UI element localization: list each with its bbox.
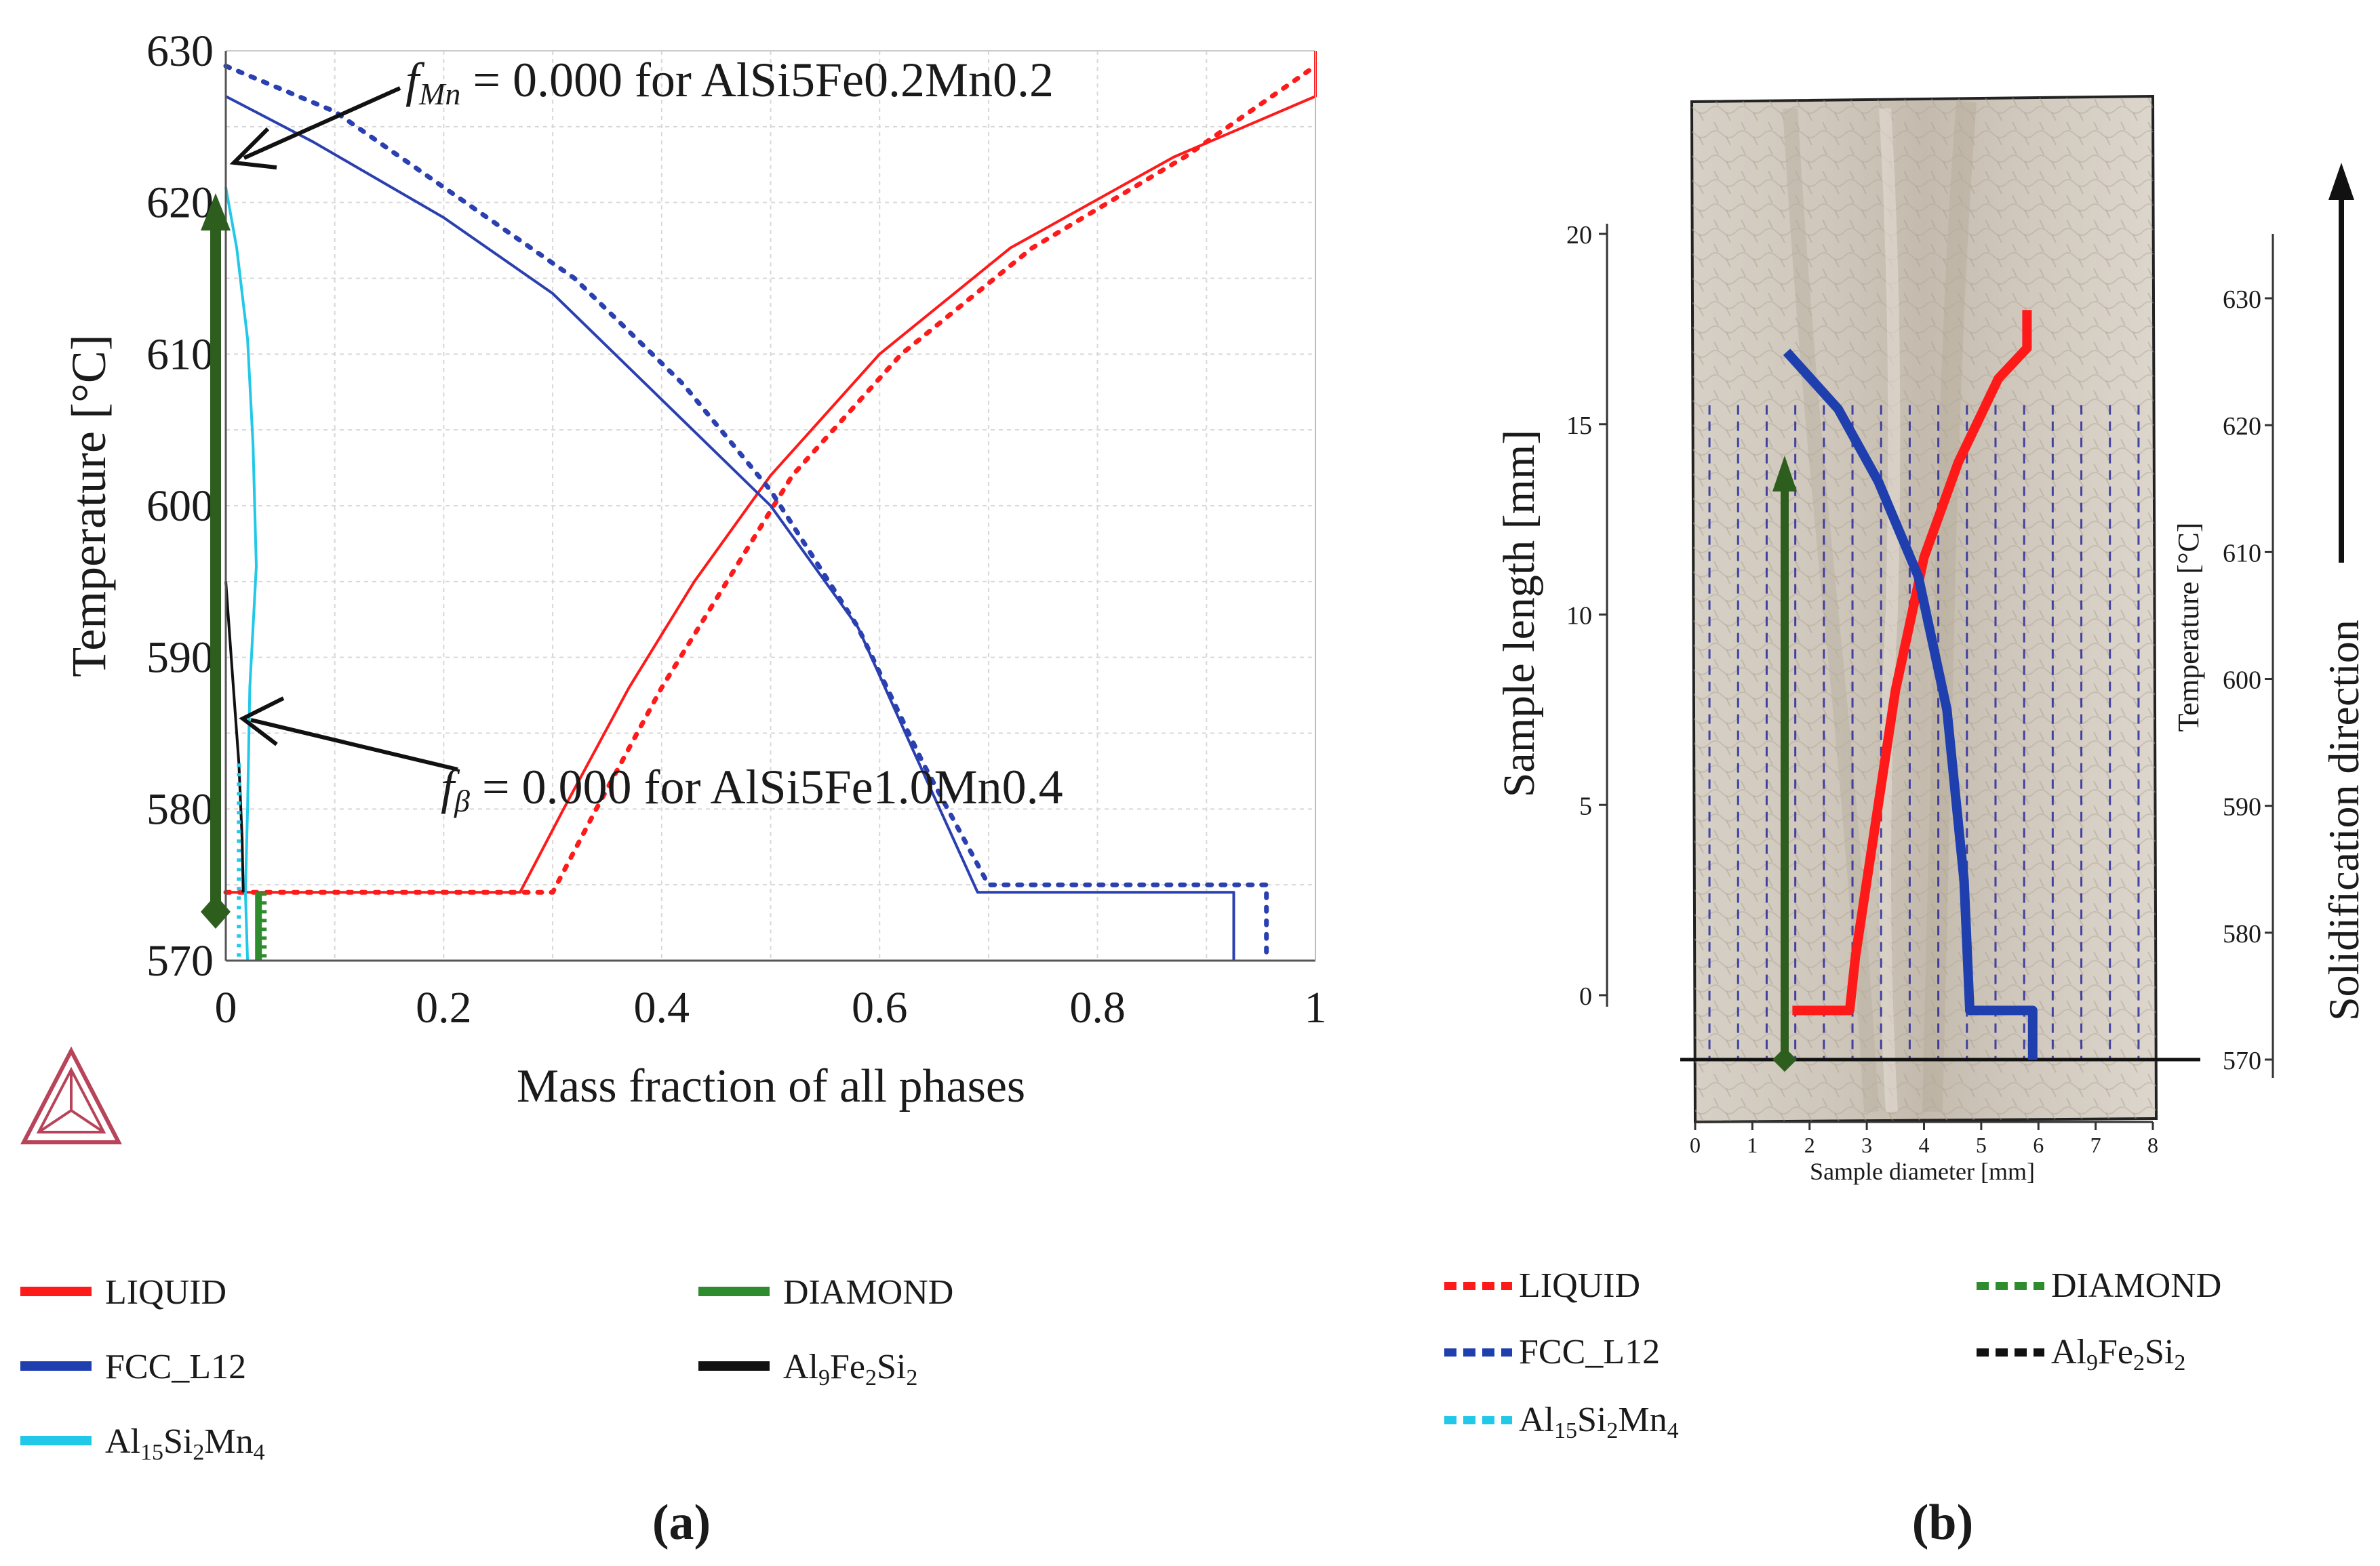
panel-b-x-tick-label: 7	[2090, 1133, 2101, 1157]
fbeta-text: = 0.000 for AlSi5Fe1.0Mn0.4	[470, 760, 1063, 814]
panel-b-x-tick-label: 8	[2147, 1133, 2158, 1157]
panel-a-series-fcc-l12-alsi5fe1-0mn0-4	[223, 63, 1269, 963]
panel-a-y-tick-label: 600	[146, 481, 214, 531]
solidification-direction-label: Solidification direction	[2320, 620, 2368, 1021]
panel-a-y-tick-label: 580	[146, 784, 214, 834]
panel-b-legend-label: FCC_L12	[1519, 1333, 1660, 1371]
panel-a-legend-label: FCC_L12	[105, 1348, 246, 1386]
panel-b-x-tick-label: 5	[1976, 1133, 1987, 1157]
panel-b-x-tick-label: 1	[1747, 1133, 1758, 1157]
panel-a-series-liquid	[226, 51, 1317, 894]
panel-b-left-ticks: 0 5 10 15 20	[1566, 221, 1607, 1011]
panel-b-legend-label: Al9Fe2Si2	[2051, 1333, 2185, 1376]
panel-a-series-al15si2mn4	[224, 186, 258, 961]
panel-a-legend: LIQUID DIAMOND FCC_L12 Al9Fe2Si2 Al15Si2Mn4	[20, 1273, 953, 1465]
fmn-sub: Mn	[418, 77, 460, 111]
panel-a-y-tick-label: 610	[146, 329, 214, 379]
panel-a-y-tick-label: 620	[146, 178, 214, 228]
panel-b-legend-label: LIQUID	[1519, 1266, 1640, 1305]
panel-b-right-ticks: 570 580 590 600 610 620 630	[2223, 285, 2273, 1075]
panel-a-green-arrow	[201, 193, 231, 929]
panel-a-x-tick-label: 0.6	[852, 983, 908, 1032]
panel-a-y-tick-label: 630	[146, 26, 214, 76]
panel-b-x-ticks: 0 1 2 3 4 5 6 7 8	[1690, 1122, 2158, 1157]
panel-b-left-tick-label: 5	[1579, 792, 1592, 820]
panel-b-x-tick-label: 2	[1804, 1133, 1815, 1157]
panel-b-series	[1783, 310, 2038, 1060]
panel-b-chart: 0 5 10 15 20 Sample length [mm] 0 1 2 3 4 5 6 7 8 Sa…	[1444, 94, 2368, 1550]
panel-a-caption: (a)	[652, 1495, 711, 1550]
panel-a-x-tick-label: 0	[215, 983, 237, 1032]
panel-b-left-tick-label: 20	[1566, 221, 1592, 249]
panel-a-x-tick-label: 0.2	[416, 983, 472, 1032]
panel-b-legend-label: DIAMOND	[2051, 1266, 2221, 1305]
panel-a-y-tick-label: 590	[146, 633, 214, 683]
fbeta-sub: β	[454, 784, 470, 818]
panel-b-series-fcc-l12	[1783, 348, 2038, 1060]
panel-a-series-liquid-alsi5fe1-0mn0-4	[223, 63, 1318, 895]
panel-a-annotation-arrow-beta	[239, 696, 458, 771]
panel-b-right-tick-label: 600	[2223, 666, 2261, 695]
panel-b-left-tick-label: 15	[1566, 411, 1592, 440]
panel-a-x-tick-label: 1	[1305, 983, 1327, 1032]
panel-b-right-tick-label: 630	[2223, 285, 2261, 314]
panel-a-series-al9fe2si2	[224, 581, 245, 893]
panel-b-caption: (b)	[1912, 1495, 1973, 1550]
panel-a-series-fcc-l12	[225, 95, 1235, 961]
panel-a-x-tick-label: 0.8	[1069, 983, 1126, 1032]
panel-b-left-label: Sample length [mm]	[1494, 430, 1544, 798]
panel-a-annotation-mn: fMn = 0.000 for AlSi5Fe0.2Mn0.2	[405, 53, 1054, 111]
fmn-text: = 0.000 for AlSi5Fe0.2Mn0.2	[460, 53, 1054, 107]
panel-a-axes	[224, 51, 1316, 962]
panel-b-legend-label: Al15Si2Mn4	[1519, 1401, 1679, 1443]
panel-a-y-ticks: 570 580 590 600 610 620 630	[146, 26, 214, 986]
panel-b-x-tick-label: 4	[1919, 1133, 1930, 1157]
panel-a-annotation-arrow-mn	[229, 86, 401, 169]
panel-a-legend-label: LIQUID	[105, 1273, 226, 1312]
panel-b-series-liquid	[1792, 310, 2032, 1016]
panel-a-legend-label: Al9Fe2Si2	[783, 1348, 917, 1390]
panel-a-x-ticks: 0 0.2 0.4 0.6 0.8 1	[215, 983, 1327, 1032]
panel-b-right-label: Temperature [°C]	[2172, 523, 2205, 732]
panel-a-grid	[226, 50, 1315, 961]
panel-a-chart: 0 0.2 0.4 0.6 0.8 1 570 580 590 600 610 620 630 fMn…	[20, 26, 1327, 1550]
panel-a-x-label: Mass fraction of all phases	[517, 1060, 1025, 1112]
panel-b-legend: LIQUID DIAMOND FCC_L12 Al9Fe2Si2 Al15Si2Mn4	[1444, 1266, 2221, 1443]
panel-a-annotation-beta: fβ = 0.000 for AlSi5Fe1.0Mn0.4	[441, 760, 1063, 818]
panel-b-x-tick-label: 0	[1690, 1133, 1701, 1157]
panel-b-green-arrow	[1772, 456, 1797, 1072]
panel-b-right-tick-label: 580	[2223, 920, 2261, 948]
panel-b-x-tick-label: 6	[2033, 1133, 2044, 1157]
panel-b-right-tick-label: 570	[2223, 1047, 2261, 1075]
panel-b-left-tick-label: 10	[1566, 602, 1592, 630]
panel-a-y-tick-label: 570	[146, 936, 214, 986]
panel-a-x-tick-label: 0.4	[634, 983, 690, 1032]
panel-b-right-tick-label: 620	[2223, 412, 2261, 441]
panel-b-x-tick-label: 3	[1861, 1133, 1872, 1157]
panel-a-legend-label: Al15Si2Mn4	[105, 1422, 265, 1465]
panel-b-right-tick-label: 610	[2223, 539, 2261, 567]
solidification-arrow-icon	[2328, 163, 2354, 563]
panel-a-series	[223, 51, 1318, 963]
panel-b-x-label: Sample diameter [mm]	[1810, 1158, 2035, 1185]
panel-a-legend-label: DIAMOND	[783, 1273, 953, 1312]
panel-b-right-tick-label: 590	[2223, 793, 2261, 822]
panel-b-left-tick-label: 0	[1579, 982, 1592, 1011]
panel-a-y-label: Temperature [°C]	[62, 334, 116, 677]
thermo-logo-icon	[20, 1046, 122, 1144]
